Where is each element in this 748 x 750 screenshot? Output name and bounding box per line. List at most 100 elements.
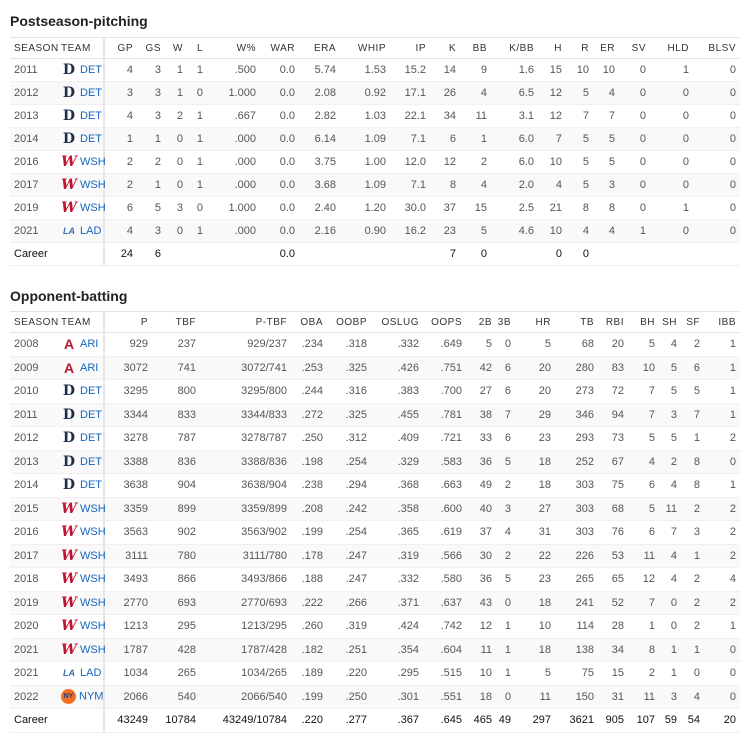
column-header-sv[interactable]: SV [619,37,650,59]
column-header-team[interactable]: TEAM [57,311,105,333]
column-header-era[interactable]: ERA [299,37,340,59]
team-link[interactable]: DET [80,63,102,76]
column-header-h[interactable]: H [538,37,566,59]
team-link[interactable]: ARI [80,338,99,351]
column-header-k[interactable]: K [430,37,460,59]
column-header-ibb[interactable]: IBB [704,311,740,333]
stat-cell-tbf: 693 [152,591,200,615]
column-header-whip[interactable]: WHIP [340,37,390,59]
column-header-team[interactable]: TEAM [57,37,105,59]
column-header-sf[interactable]: SF [681,311,704,333]
stat-cell-oba: .234 [291,332,327,357]
team-link[interactable]: DET [80,109,102,122]
stat-cell-k: 6 [430,127,460,151]
team-link[interactable]: DET [80,479,102,492]
column-header-oops[interactable]: OOPS [423,311,466,333]
team-link[interactable]: DET [80,385,102,398]
stat-cell-war: 0.0 [260,219,299,243]
stat-cell-oba: .199 [291,520,327,545]
column-header-w[interactable]: W [165,37,187,59]
stat-cell-oba: .260 [291,614,327,639]
stat-cell-tb: 303 [555,473,598,498]
stat-cell-gs: 3 [137,104,165,128]
team-link[interactable]: WSH [80,596,106,609]
team-link[interactable]: NYM [79,690,104,703]
column-header-hr[interactable]: HR [515,311,555,333]
team-link[interactable]: WSH [80,620,106,633]
column-header-oba[interactable]: OBA [291,311,327,333]
stat-cell-bh: 7 [628,403,659,427]
stat-cell-tb: 138 [555,638,598,662]
team-link[interactable]: LAD [80,667,102,680]
team-link[interactable]: WSH [80,155,106,168]
stat-cell-p: 3344 [104,403,152,427]
team-link[interactable]: DET [80,86,102,99]
stat-cell-k-bb: 4.6 [491,219,538,243]
column-header-gs[interactable]: GS [137,37,165,59]
stat-cell-gp: 2 [104,173,137,197]
table-row: 2012 D DET 3278 787 3278/787.250.312.409.721 3… [10,426,740,451]
stat-cell-war: 0.0 [260,127,299,151]
stat-cell-r: 4 [566,219,593,243]
team-link[interactable]: WSH [80,502,106,515]
stat-cell-k-bb: 6.0 [491,127,538,151]
stat-cell-oobp: .254 [327,450,371,474]
team-link[interactable]: WSH [80,573,106,586]
stat-cell-3b: 1 [496,614,515,639]
stat-cell-era: 2.08 [299,81,340,105]
column-header-l[interactable]: L [187,37,207,59]
team-link[interactable]: WSH [80,643,106,656]
team-link[interactable]: WSH [80,201,106,214]
stat-cell-tbf: 428 [152,638,200,662]
team-logo-icon: D [62,62,76,78]
stat-cell-war: 0.0 [260,173,299,197]
column-header-tb[interactable]: TB [555,311,598,333]
column-header-p-tbf[interactable]: P-TBF [200,311,291,333]
stat-cell-l: 1 [187,127,207,151]
team-link[interactable]: DET [80,132,102,145]
stat-cell-rbi: 73 [598,426,628,451]
team-link[interactable]: ARI [80,361,99,374]
team-link[interactable]: DET [80,455,102,468]
column-header-w-[interactable]: W% [207,37,260,59]
stat-cell-ip: 16.2 [390,219,430,243]
column-header-tbf[interactable]: TBF [152,311,200,333]
team-link[interactable]: WSH [80,549,106,562]
column-header-r[interactable]: R [566,37,593,59]
column-header-bb[interactable]: BB [460,37,491,59]
column-header-season[interactable]: SEASON [10,311,58,333]
column-header-3b[interactable]: 3B [496,311,515,333]
stat-cell-hr: 22 [515,544,555,568]
team-link[interactable]: DET [80,408,102,421]
stat-cell-k-bb: 1.6 [491,58,538,82]
column-header-sh[interactable]: SH [659,311,681,333]
season-cell: 2018 [10,567,57,592]
column-header-war[interactable]: WAR [260,37,299,59]
column-header-hld[interactable]: HLD [650,37,693,59]
team-link[interactable]: DET [80,432,102,445]
stat-cell-3b: 0 [496,332,515,357]
column-header-p[interactable]: P [104,311,152,333]
team-link[interactable]: LAD [80,224,102,237]
column-header-er[interactable]: ER [593,37,619,59]
team-link[interactable]: WSH [80,178,106,191]
column-header-gp[interactable]: GP [104,37,137,59]
column-header-oslug[interactable]: OSLUG [371,311,423,333]
stat-cell-ibb: 0 [704,685,740,709]
team-link[interactable]: WSH [80,526,106,539]
column-header-ip[interactable]: IP [390,37,430,59]
column-header-2b[interactable]: 2B [466,311,496,333]
column-header-rbi[interactable]: RBI [598,311,628,333]
stat-cell-bh: 11 [628,544,659,568]
stat-cell-p: 929 [104,332,152,357]
column-header-bh[interactable]: BH [628,311,659,333]
team-cell: D DET [57,403,105,427]
season-cell: 2008 [10,332,57,357]
column-header-blsv[interactable]: BLSV [693,37,740,59]
column-header-oobp[interactable]: OOBP [327,311,371,333]
column-header-k-bb[interactable]: K/BB [491,37,538,59]
column-header-season[interactable]: SEASON [10,37,58,59]
stat-cell-3b: 5 [496,450,515,474]
stat-cell-sh: 7 [659,520,681,545]
team-logo-icon: W [61,200,77,216]
